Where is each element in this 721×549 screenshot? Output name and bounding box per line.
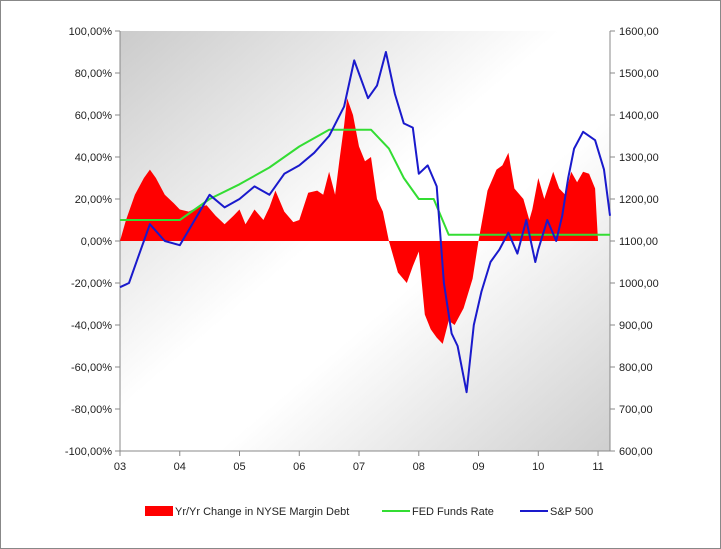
x-tick-label: 11 (592, 461, 603, 473)
y-right-tick-label: 700,00 (619, 404, 653, 416)
y-left-tick-label: -100,00% (65, 446, 112, 458)
y-left-tick-label: -20,00% (71, 278, 112, 290)
y-left-tick-label: -80,00% (71, 404, 112, 416)
y-left-tick-label: 80,00% (75, 68, 113, 80)
y-right-tick-label: 1500,00 (619, 68, 659, 80)
legend-swatch-margin-debt (145, 506, 173, 516)
y-right-tick-label: 1100,00 (619, 236, 658, 248)
y-left-tick-label: 20,00% (75, 194, 113, 206)
series-area-margin-debt (120, 98, 610, 344)
legend-label-sp500: S&P 500 (550, 506, 593, 518)
y-right-tick-label: 1300,00 (619, 152, 659, 164)
legend: Yr/Yr Change in NYSE Margin Debt FED Fun… (145, 506, 593, 518)
y-left-tick-label: -60,00% (71, 362, 112, 374)
y-right-tick-label: 1000,00 (619, 278, 659, 290)
x-tick-label: 05 (233, 461, 245, 473)
y-right-tick-label: 800,00 (619, 362, 653, 374)
y-left-tick-label: 60,00% (75, 110, 113, 122)
y-left-tick-label: 0,00% (81, 236, 112, 248)
x-tick-label: 06 (293, 461, 305, 473)
series-line-sp500 (119, 51, 611, 394)
tick-labels: 100,00% 80,00% 60,00% 40,00% 20,00% 0,00% -20,… (65, 26, 659, 473)
y-left-tick-label: 100,00% (69, 26, 113, 38)
y-right-tick-label: 1200,00 (619, 194, 659, 206)
x-tick-label: 09 (472, 461, 484, 473)
y-right-tick-label: 900,00 (619, 320, 653, 332)
x-tick-label: 07 (353, 461, 365, 473)
x-tick-label: 03 (114, 461, 126, 473)
y-right-tick-label: 1400,00 (619, 110, 659, 122)
x-tick-label: 04 (174, 461, 186, 473)
x-tick-label: 10 (532, 461, 544, 473)
y-left-tick-label: 40,00% (75, 152, 113, 164)
y-right-tick-label: 1600,00 (619, 26, 659, 38)
line-series (119, 51, 611, 394)
legend-label-margin-debt: Yr/Yr Change in NYSE Margin Debt (175, 506, 349, 518)
x-tick-label: 08 (413, 461, 425, 473)
legend-label-fed-funds: FED Funds Rate (412, 506, 494, 518)
y-right-tick-label: 600,00 (619, 446, 653, 458)
y-left-tick-label: -40,00% (71, 320, 112, 332)
margin-debt-area (120, 98, 610, 344)
